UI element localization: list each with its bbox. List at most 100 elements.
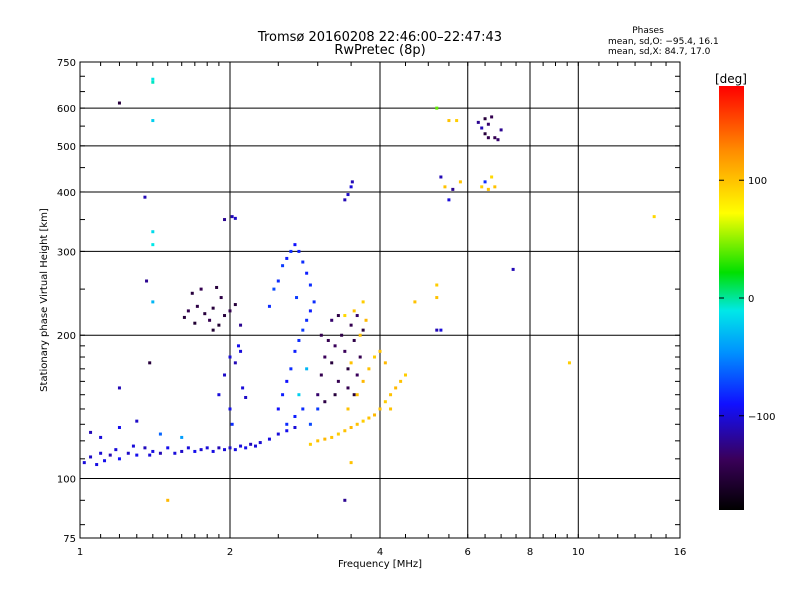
data-point — [151, 77, 155, 81]
data-point — [239, 349, 243, 353]
data-point — [652, 215, 656, 219]
chart-subtitle: RwPretec (8p) — [334, 43, 425, 58]
data-point — [233, 216, 237, 220]
data-point — [233, 361, 237, 365]
data-point — [301, 260, 305, 264]
data-point — [99, 451, 103, 455]
data-point — [486, 187, 490, 191]
data-point — [319, 333, 323, 337]
x-tick-label: 6 — [465, 547, 471, 558]
y-tick-label: 300 — [57, 247, 76, 258]
data-point — [352, 309, 356, 313]
data-point — [285, 379, 289, 383]
colorbar-tick-label: 0 — [748, 294, 754, 305]
data-point — [343, 498, 347, 502]
data-point — [355, 314, 359, 318]
data-point — [305, 318, 309, 322]
x-tick-label: 1 — [77, 547, 83, 558]
data-point — [499, 128, 503, 132]
data-point — [486, 136, 490, 140]
data-point — [361, 379, 365, 383]
data-point — [230, 422, 234, 426]
data-point — [281, 264, 285, 268]
data-point — [483, 117, 487, 121]
data-point — [114, 448, 118, 452]
data-point — [219, 296, 223, 300]
data-point — [215, 285, 219, 289]
y-tick-label: 400 — [57, 188, 76, 199]
data-point — [117, 386, 121, 390]
data-point — [276, 432, 280, 436]
data-point — [308, 309, 312, 313]
data-point — [343, 429, 347, 433]
x-tick-label: 8 — [527, 547, 533, 558]
data-point — [233, 448, 237, 452]
data-point — [195, 304, 199, 308]
data-point — [211, 306, 215, 310]
data-point — [355, 373, 359, 377]
data-point — [244, 395, 248, 399]
data-point — [333, 344, 337, 348]
data-point — [249, 442, 253, 446]
data-point — [301, 328, 305, 332]
data-point — [447, 119, 451, 123]
data-point — [305, 367, 309, 371]
data-point — [217, 323, 221, 327]
data-point — [203, 312, 207, 316]
x-tick-label: 4 — [377, 547, 383, 558]
data-point — [117, 101, 121, 105]
data-point — [293, 425, 297, 429]
chart-grid — [80, 62, 680, 538]
data-point — [186, 309, 190, 313]
data-point — [151, 119, 155, 123]
data-point — [399, 379, 403, 383]
data-point — [289, 249, 293, 253]
data-point — [394, 386, 398, 390]
data-point — [190, 291, 194, 295]
data-point — [253, 444, 257, 448]
data-point — [281, 393, 285, 397]
data-point — [244, 446, 248, 450]
data-point — [413, 300, 417, 304]
data-point — [476, 120, 480, 124]
data-point — [103, 459, 107, 463]
data-point — [99, 435, 103, 439]
data-point — [230, 215, 234, 219]
data-point — [361, 300, 365, 304]
data-point — [319, 373, 323, 377]
data-point — [316, 439, 320, 443]
data-point — [378, 407, 382, 411]
data-point — [295, 296, 299, 300]
data-point — [323, 400, 327, 404]
data-point — [336, 379, 340, 383]
data-point — [383, 400, 387, 404]
data-point — [493, 185, 497, 189]
colorbar-ticks: 100 0 −100 — [719, 176, 775, 423]
data-point — [350, 180, 354, 184]
data-point — [223, 314, 227, 318]
data-point — [355, 422, 359, 426]
data-point — [117, 457, 121, 461]
data-point — [236, 344, 240, 348]
data-point — [373, 355, 377, 359]
data-point — [480, 126, 484, 130]
data-point — [496, 138, 500, 142]
data-point — [151, 449, 155, 453]
data-point — [490, 115, 494, 119]
data-point — [326, 338, 330, 342]
data-point — [308, 422, 312, 426]
data-point — [166, 498, 170, 502]
data-point — [308, 283, 312, 287]
data-point — [439, 175, 443, 179]
data-point — [223, 373, 227, 377]
data-point — [364, 318, 368, 322]
data-point — [89, 455, 93, 459]
data-point — [145, 279, 149, 283]
data-point — [108, 453, 112, 457]
data-point — [180, 435, 184, 439]
x-tick-label: 16 — [674, 547, 687, 558]
data-point — [199, 287, 203, 291]
data-point — [458, 180, 462, 184]
data-point — [383, 361, 387, 365]
